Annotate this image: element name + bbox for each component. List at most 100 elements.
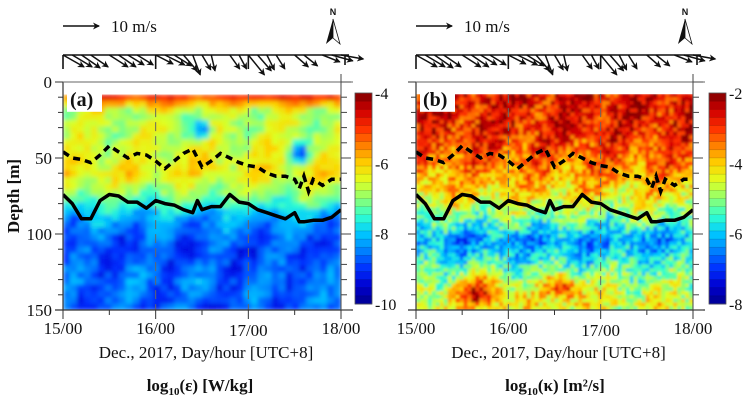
heatmap-cell [613, 241, 619, 246]
heatmap-cell [669, 241, 674, 246]
heatmap-cell [554, 188, 560, 193]
heatmap-cell [653, 275, 658, 281]
heatmap-cell [518, 123, 524, 129]
heatmap-cell [451, 177, 457, 182]
heatmap-cell [435, 226, 441, 231]
heatmap-cell [503, 264, 508, 269]
heatmap-cell [653, 127, 658, 132]
heatmap-cell [208, 227, 217, 235]
heatmap-cell [657, 173, 662, 178]
heatmap-cell [487, 264, 492, 269]
heatmap-cell [558, 135, 564, 140]
heatmap-cell [195, 246, 203, 254]
heatmap-cell [649, 142, 655, 148]
heatmap-cell [443, 188, 449, 193]
heatmap-cell [653, 253, 658, 258]
heatmap-cell [530, 127, 536, 132]
heatmap-cell [69, 132, 78, 140]
heatmap-cell [215, 113, 224, 121]
heatmap-cell [467, 275, 472, 281]
heatmap-cell [455, 142, 461, 148]
heatmap-cell [90, 177, 99, 184]
heatmap-cell [554, 256, 560, 262]
heatmap-cell [427, 161, 433, 167]
heatmap-cell [487, 120, 492, 125]
heatmap-cell [661, 222, 666, 227]
heatmap-cell [574, 218, 579, 224]
heatmap-cell [538, 245, 544, 250]
heatmap-cell [427, 154, 433, 159]
heatmap-cell [574, 154, 579, 159]
heatmap-cell [546, 230, 552, 235]
heatmap-cell [689, 161, 693, 167]
heatmap-cell [487, 203, 492, 208]
heatmap-cell [590, 268, 595, 273]
heatmap-cell [507, 272, 512, 277]
heatmap-cell [427, 165, 433, 170]
heatmap-cell [471, 203, 476, 208]
heatmap-cell [495, 150, 500, 155]
heatmap-cell [483, 120, 488, 125]
heatmap-cell [451, 264, 457, 269]
heatmap-cell [609, 203, 615, 208]
heatmap-cell [538, 218, 544, 224]
heatmap-cell [546, 169, 552, 174]
heatmap-cell [621, 203, 627, 208]
heatmap-cell [590, 184, 595, 189]
heatmap-cell [264, 221, 273, 229]
heatmap-cell [645, 142, 651, 148]
heatmap-cell [518, 150, 524, 155]
heatmap-cell [83, 151, 92, 159]
heatmap-cell [215, 158, 224, 165]
heatmap-cell [455, 169, 461, 174]
heatmap-cell [586, 211, 591, 216]
heatmap-cell [677, 154, 682, 159]
heatmap-cell [202, 227, 210, 235]
heatmap-cell [327, 189, 335, 197]
heatmap-cell [416, 108, 421, 113]
heatmap-cell [601, 275, 607, 281]
heatmap-cell [483, 260, 488, 265]
heatmap-cell [202, 183, 210, 191]
heatmap-cell [83, 221, 92, 229]
heatmap-cell [320, 177, 328, 184]
heatmap-cell [447, 135, 453, 140]
heatmap-cell [153, 151, 161, 159]
heatmap-cell [538, 142, 544, 148]
heatmap-cell [257, 177, 266, 184]
heatmap-cell [522, 169, 528, 174]
colorbar-segment [355, 279, 372, 289]
heatmap-cell [507, 169, 512, 174]
heatmap-cell [467, 253, 472, 258]
heatmap-cell [320, 151, 328, 159]
heatmap-cell [475, 173, 480, 178]
heatmap-cell [542, 101, 548, 106]
heatmap-cell [669, 165, 674, 170]
heatmap-cell [558, 237, 564, 243]
heatmap-cell [285, 177, 293, 184]
heatmap-cell [471, 97, 476, 102]
heatmap-cell [264, 120, 273, 127]
heatmap-cell [613, 116, 619, 121]
heatmap-cell [554, 93, 560, 98]
heatmap-cell [416, 275, 421, 281]
heatmap-cell [558, 158, 564, 163]
heatmap-cell [229, 227, 238, 235]
heatmap-cell [69, 265, 78, 273]
heatmap-cell [491, 150, 496, 155]
heatmap-cell [278, 132, 286, 140]
heatmap-cell [174, 227, 182, 235]
heatmap-cell [257, 139, 266, 146]
heatmap-cell [681, 196, 686, 201]
heatmap-cell [653, 139, 658, 144]
heatmap-cell [153, 259, 161, 267]
heatmap-cell [459, 154, 465, 159]
heatmap-cell [526, 97, 532, 102]
heatmap-cell [423, 123, 429, 129]
heatmap-cell [160, 177, 168, 184]
heatmap-cell [601, 146, 607, 151]
heatmap-cell [451, 253, 457, 258]
heatmap-cell [479, 268, 484, 273]
heatmap-cell [514, 196, 520, 201]
heatmap-cell [292, 164, 300, 172]
